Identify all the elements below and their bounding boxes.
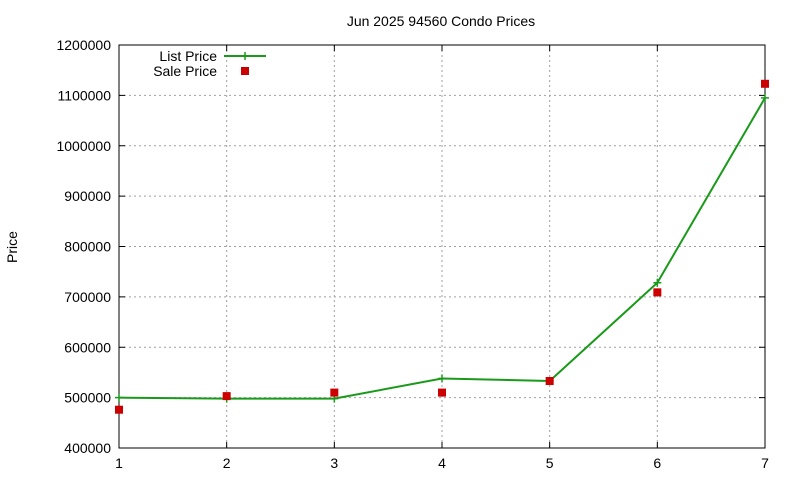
sale-price-point — [545, 377, 554, 386]
x-tick-label: 2 — [223, 455, 231, 471]
x-tick-label: 7 — [761, 455, 769, 471]
y-tick-label: 500000 — [64, 390, 111, 406]
sale-price-point — [761, 79, 769, 88]
sale-price-point — [438, 388, 446, 397]
x-tick-label: 3 — [330, 455, 338, 471]
x-tick-label: 6 — [653, 455, 661, 471]
sale-price-point — [653, 288, 662, 297]
chart-title: Jun 2025 94560 Condo Prices — [347, 13, 535, 29]
x-tick-label: 1 — [115, 455, 123, 471]
axis-ticks: 1 2 3 4 5 6 7 400000 500000 600000 700000 800000 900… — [56, 37, 769, 471]
sale-price-point — [222, 392, 231, 401]
legend-marker-sale-price — [241, 67, 249, 75]
x-tick-label: 4 — [438, 455, 446, 471]
list-price-point — [653, 278, 662, 287]
y-tick-label: 900000 — [64, 188, 111, 204]
y-tick-label: 800000 — [64, 239, 111, 255]
list-price-point — [115, 393, 123, 402]
list-price-point — [761, 93, 769, 102]
list-price-point — [438, 374, 446, 383]
y-tick-label: 1000000 — [56, 138, 111, 154]
y-tick-label: 1200000 — [56, 37, 111, 53]
x-tick-label: 5 — [546, 455, 554, 471]
legend-label-list-price: List Price — [159, 48, 217, 64]
sale-price-point — [115, 405, 123, 414]
y-tick-label: 400000 — [64, 440, 111, 456]
y-tick-label: 600000 — [64, 339, 111, 355]
y-tick-label: 1100000 — [58, 87, 112, 103]
y-tick-label: 700000 — [64, 289, 111, 305]
y-axis-label: Price — [4, 231, 20, 263]
legend-label-sale-price: Sale Price — [153, 63, 217, 79]
sale-price-point — [330, 388, 339, 397]
data-series — [115, 79, 769, 414]
